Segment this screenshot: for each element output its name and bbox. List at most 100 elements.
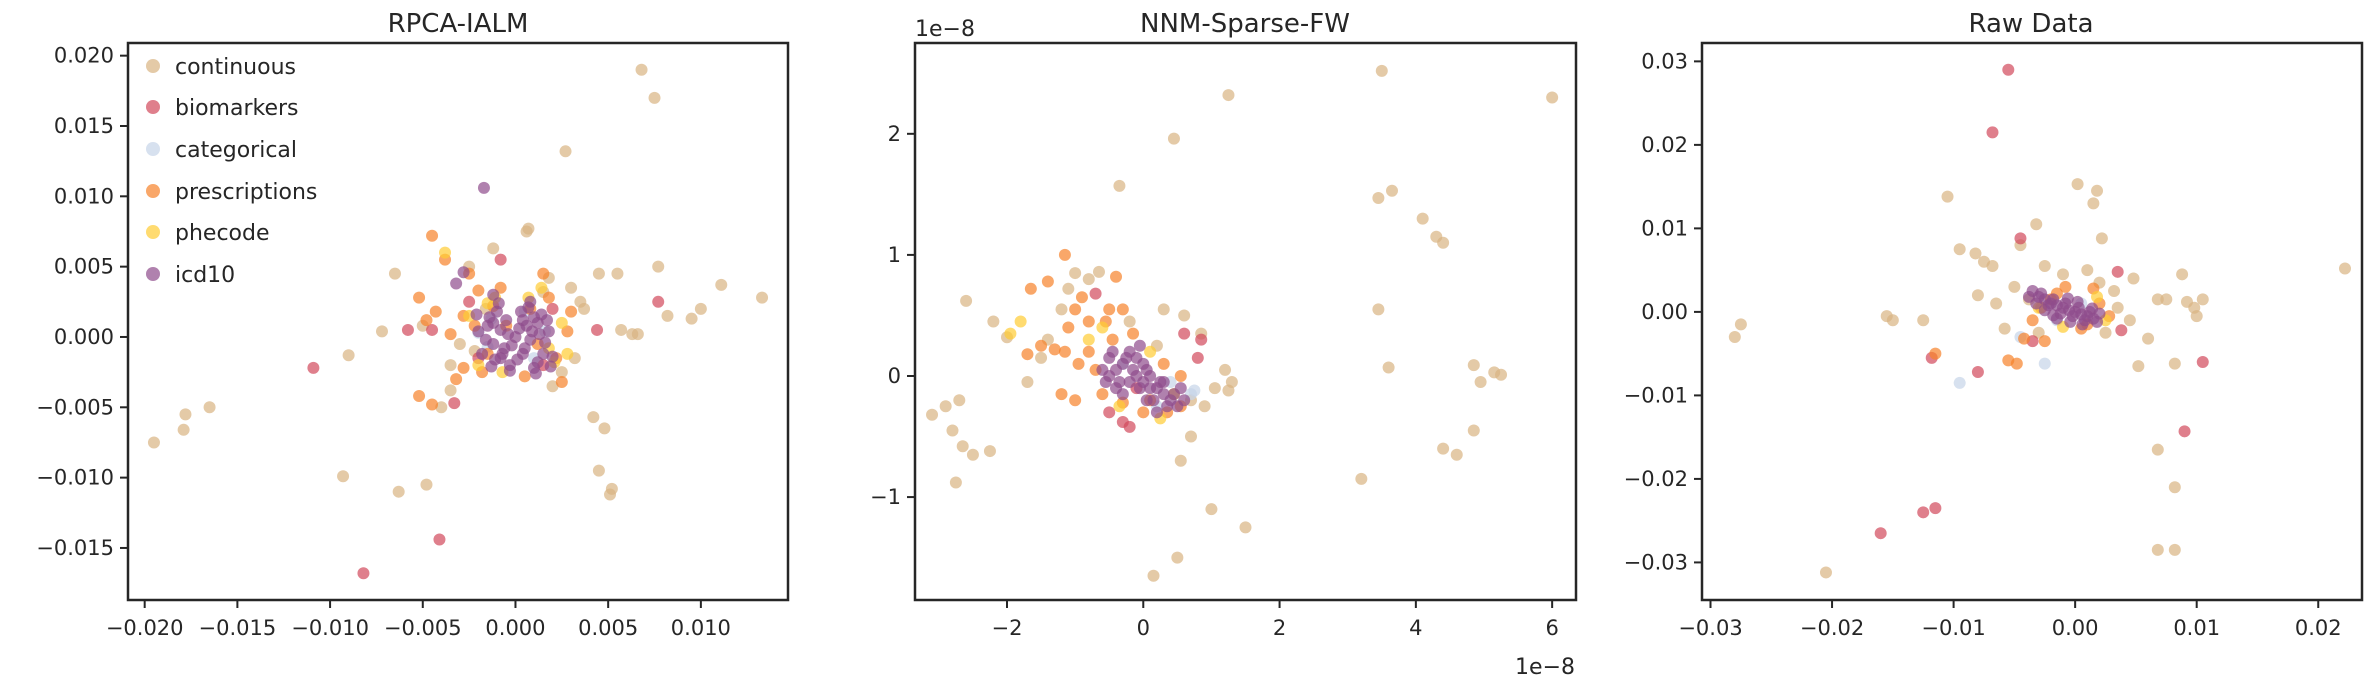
y-axis-ticks: −0.03 −0.02 −0.01 0.00 0.01 0.02 0.03 [1624, 49, 1702, 574]
data-point [953, 394, 966, 407]
y-tick-label: −0.01 [1624, 383, 1688, 407]
data-point [555, 316, 568, 329]
data-point [2064, 315, 2077, 328]
data-point [1495, 368, 1508, 381]
data-point [472, 284, 485, 297]
data-point [604, 488, 617, 501]
data-point [949, 476, 962, 489]
series-phecode [1004, 315, 1180, 425]
data-point [2108, 285, 2121, 298]
series-icd10 [1096, 339, 1191, 419]
data-point [1167, 132, 1180, 145]
data-point [487, 316, 500, 329]
data-point [518, 370, 531, 383]
data-point [450, 277, 463, 290]
data-point [1157, 376, 1170, 389]
y-tick-label: −0.005 [36, 395, 114, 419]
data-point [1971, 366, 1984, 379]
series-continuous [147, 63, 769, 501]
legend-marker [146, 100, 160, 114]
data-point [537, 267, 550, 280]
data-point [1123, 420, 1136, 433]
x-axis-ticks: −0.03 −0.02 −0.01 0.00 0.01 0.02 [1678, 600, 2342, 640]
data-point [342, 349, 355, 362]
data-point [2081, 264, 2094, 277]
data-point [960, 294, 973, 307]
data-point [1161, 400, 1174, 413]
data-point [1072, 357, 1085, 370]
data-point [756, 291, 769, 304]
data-point [2160, 293, 2173, 306]
y-tick-label: 0.01 [1641, 216, 1688, 240]
subplot-title: RPCA-IALM [388, 9, 529, 39]
data-point [2087, 197, 2100, 210]
data-point [522, 301, 535, 314]
data-point [1021, 348, 1034, 361]
data-point [1140, 394, 1153, 407]
x-tick-label: −0.020 [106, 616, 184, 640]
data-point [2056, 268, 2069, 281]
data-point [539, 336, 552, 349]
data-point [1734, 318, 1747, 331]
data-point [2018, 332, 2031, 345]
data-point [2071, 178, 2084, 191]
plot-area [147, 63, 769, 580]
legend-item-biomarkers: biomarkers [146, 96, 299, 121]
data-point [444, 328, 457, 341]
data-point [587, 411, 600, 424]
data-point [487, 288, 500, 301]
data-point [2061, 292, 2074, 305]
data-point [626, 328, 639, 341]
data-point [598, 422, 611, 435]
legend-label: prescriptions [175, 180, 317, 205]
data-point [1062, 282, 1075, 295]
data-point [357, 567, 370, 580]
data-point [1222, 384, 1235, 397]
data-point [337, 470, 350, 483]
y-tick-label: 0 [888, 364, 901, 388]
data-point [1069, 303, 1082, 316]
data-point [1058, 248, 1071, 261]
y-tick-label: 0.02 [1641, 133, 1688, 157]
data-point [1048, 343, 1061, 356]
data-point [1035, 351, 1048, 364]
data-point [477, 181, 490, 194]
data-point [2038, 357, 2051, 370]
data-point [1150, 406, 1163, 419]
data-point [435, 401, 448, 414]
data-point [1113, 179, 1126, 192]
data-point [2026, 314, 2039, 327]
data-point [1123, 315, 1136, 328]
y-tick-label: −0.015 [36, 536, 114, 560]
data-point [1055, 388, 1068, 401]
data-point [1103, 406, 1116, 419]
data-point [516, 314, 529, 327]
data-point [450, 373, 463, 386]
data-point [542, 325, 555, 338]
x-tick-label: 0.01 [2173, 616, 2220, 640]
x-tick-label: 0.02 [2295, 616, 2342, 640]
data-point [1021, 376, 1034, 389]
data-point [457, 361, 470, 374]
data-point [2151, 293, 2164, 306]
y-tick-label: 2 [888, 122, 901, 146]
legend-item-categorical: categorical [146, 138, 297, 163]
series-biomarkers [1874, 63, 2209, 540]
data-point [2035, 287, 2048, 300]
data-point [926, 408, 939, 421]
x-offset-label: 1e−8 [1515, 655, 1575, 680]
data-point [2111, 301, 2124, 314]
data-point [502, 328, 515, 341]
data-point [1953, 243, 1966, 256]
data-point [1133, 382, 1146, 395]
data-point [1174, 382, 1187, 395]
data-point [1188, 384, 1201, 397]
axes-frame [1700, 41, 2364, 602]
data-point [511, 353, 524, 366]
data-point [1055, 303, 1068, 316]
y-tick-label: 1 [888, 243, 901, 267]
data-point [1222, 89, 1235, 102]
legend-item-prescriptions: prescriptions [146, 180, 317, 205]
data-point [1986, 259, 1999, 272]
data-point [413, 390, 426, 403]
